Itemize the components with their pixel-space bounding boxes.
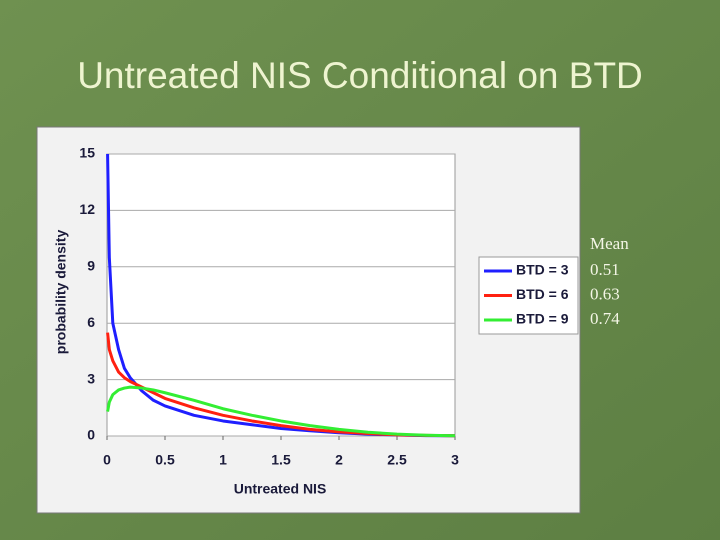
legend-label: BTD = 3 <box>516 262 569 278</box>
mean-value: 0.63 <box>590 284 620 303</box>
y-axis-title: probability density <box>53 230 69 355</box>
plot-area <box>106 153 456 437</box>
x-tick-label: 2 <box>335 452 343 468</box>
legend-label: BTD = 6 <box>516 286 569 302</box>
mean-value: 0.74 <box>590 309 620 328</box>
y-tick-label: 12 <box>79 201 95 217</box>
series-line <box>106 385 456 438</box>
legend-label: BTD = 9 <box>516 311 569 327</box>
y-tick-label: 3 <box>87 370 95 386</box>
x-tick-label: 0 <box>103 452 111 468</box>
x-tick-label: 1.5 <box>271 452 291 468</box>
y-tick-label: 6 <box>87 314 95 330</box>
y-tick-label: 9 <box>87 258 95 274</box>
y-tick-label: 0 <box>87 427 95 443</box>
x-tick-label: 1 <box>219 452 227 468</box>
y-tick-label: 15 <box>79 145 95 161</box>
x-tick-label: 2.5 <box>387 452 407 468</box>
slide-title: Untreated NIS Conditional on BTD <box>77 55 643 96</box>
x-tick-label: 0.5 <box>155 452 175 468</box>
x-axis-title: Untreated NIS <box>234 481 327 497</box>
mean-value: 0.51 <box>590 260 620 279</box>
x-tick-label: 3 <box>451 452 459 468</box>
mean-header: Mean <box>590 234 629 253</box>
